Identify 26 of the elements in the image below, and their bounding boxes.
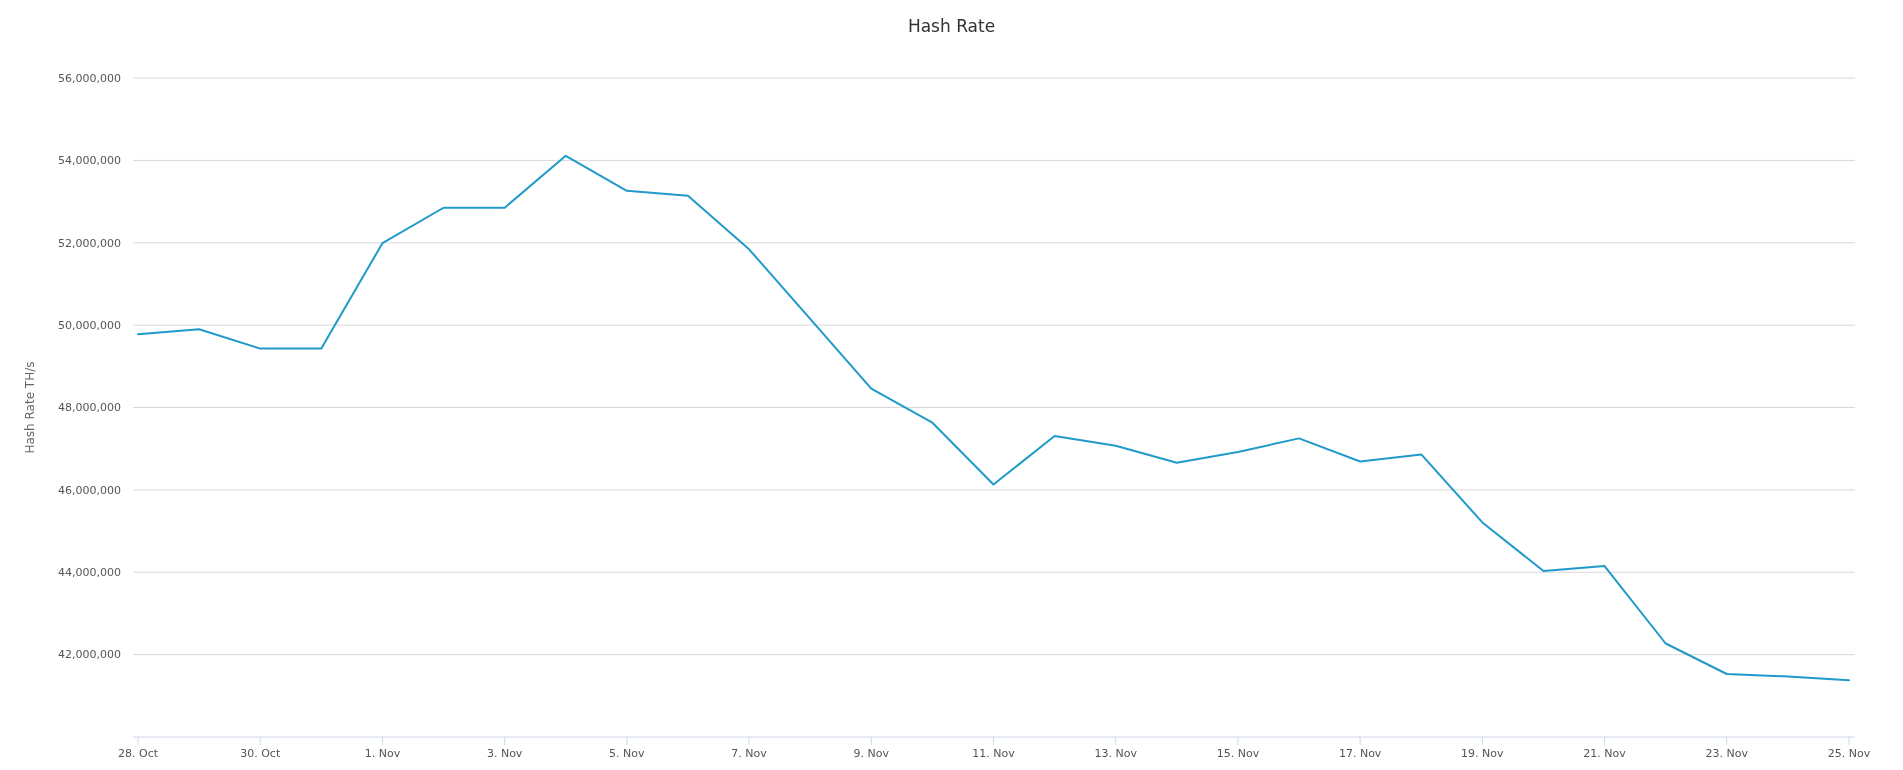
y-tick-label: 46,000,000 bbox=[58, 483, 121, 497]
x-tick-label: 23. Nov bbox=[1705, 747, 1749, 760]
y-tick-label: 50,000,000 bbox=[58, 318, 121, 332]
x-tick-label: 30. Oct bbox=[240, 747, 281, 760]
x-tick-label: 19. Nov bbox=[1461, 747, 1505, 760]
y-tick-label: 54,000,000 bbox=[58, 154, 121, 168]
y-axis-title: Hash Rate TH/s bbox=[23, 361, 37, 454]
y-tick-label: 56,000,000 bbox=[58, 71, 121, 85]
x-tick-label: 3. Nov bbox=[486, 747, 523, 760]
x-tick-label: 7. Nov bbox=[731, 747, 768, 760]
chart-title: Hash Rate bbox=[907, 16, 996, 36]
x-tick-label: 15. Nov bbox=[1216, 747, 1260, 760]
x-tick-label: 21. Nov bbox=[1583, 747, 1627, 760]
x-tick-label: 1. Nov bbox=[364, 747, 401, 760]
y-tick-label: 42,000,000 bbox=[58, 648, 121, 662]
x-tick-label: 11. Nov bbox=[972, 747, 1016, 760]
y-tick-label: 48,000,000 bbox=[58, 401, 121, 415]
y-tick-label: 52,000,000 bbox=[58, 236, 121, 250]
x-tick-label: 13. Nov bbox=[1094, 747, 1138, 760]
x-tick-label: 25. Nov bbox=[1827, 747, 1871, 760]
x-tick-label: 5. Nov bbox=[609, 747, 646, 760]
line-series bbox=[137, 154, 1850, 682]
x-tick-label: 9. Nov bbox=[853, 747, 890, 760]
x-tick-label: 17. Nov bbox=[1338, 747, 1382, 760]
y-tick-label: 44,000,000 bbox=[58, 566, 121, 580]
x-tick-label: 28. Oct bbox=[117, 747, 159, 760]
